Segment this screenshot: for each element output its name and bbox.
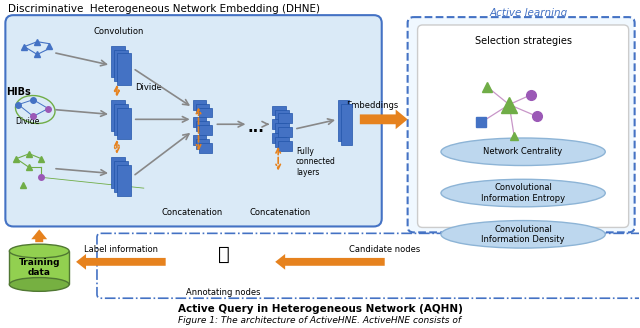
Ellipse shape [441, 179, 605, 207]
Bar [196, 139, 209, 149]
FancyBboxPatch shape [417, 25, 628, 227]
Bar [111, 100, 125, 131]
Text: Annotating nodes: Annotating nodes [186, 288, 260, 297]
Ellipse shape [10, 277, 69, 291]
Text: Divide: Divide [135, 83, 162, 92]
Bar [10, 251, 69, 284]
Text: Concatenation: Concatenation [162, 208, 223, 217]
Bar [117, 108, 131, 139]
Bar [114, 50, 128, 81]
Bar [275, 123, 289, 133]
Bar [198, 108, 212, 117]
Bar [193, 100, 207, 110]
Ellipse shape [441, 138, 605, 166]
Polygon shape [360, 110, 408, 129]
Bar [193, 117, 207, 127]
Text: 🧒: 🧒 [218, 245, 229, 264]
Bar [341, 104, 352, 145]
Bar [117, 165, 131, 196]
Text: Discriminative  Heterogeneous Network Embedding (DHNE): Discriminative Heterogeneous Network Emb… [8, 4, 321, 14]
Polygon shape [275, 254, 385, 270]
Bar [111, 46, 125, 77]
Bar [275, 110, 289, 119]
Bar [275, 137, 289, 147]
Bar [193, 135, 207, 145]
Bar [111, 157, 125, 188]
Text: Embeddings: Embeddings [346, 100, 398, 110]
Text: Convolutional
Information Entropy: Convolutional Information Entropy [481, 183, 565, 203]
Text: Candidate nodes: Candidate nodes [349, 245, 420, 254]
Text: Convolutional
Information Density: Convolutional Information Density [481, 225, 565, 244]
Text: HIBs: HIBs [6, 87, 31, 97]
Bar [278, 113, 292, 123]
Polygon shape [31, 229, 47, 242]
Text: Active learning: Active learning [490, 8, 568, 18]
Text: Selection strategies: Selection strategies [475, 36, 572, 46]
Bar [198, 143, 212, 153]
Bar [196, 104, 209, 113]
FancyBboxPatch shape [408, 17, 635, 232]
Bar [272, 119, 286, 129]
Text: Label information: Label information [84, 245, 158, 254]
Text: Divide: Divide [15, 117, 40, 126]
FancyBboxPatch shape [5, 15, 381, 226]
Text: ...: ... [248, 120, 265, 135]
Bar [278, 141, 292, 151]
Bar [272, 106, 286, 115]
Bar [278, 127, 292, 137]
Text: Figure 1: The architecture of ActiveHNE. ActiveHNE consists of: Figure 1: The architecture of ActiveHNE.… [179, 316, 461, 325]
Text: Fully
connected
layers: Fully connected layers [296, 147, 336, 177]
Text: Network Centrality: Network Centrality [483, 147, 563, 156]
Bar [117, 53, 131, 85]
Ellipse shape [441, 220, 605, 248]
Text: Active Query in Heterogeneous Network (AQHN): Active Query in Heterogeneous Network (A… [177, 304, 463, 314]
Text: Training
data: Training data [19, 258, 60, 277]
Bar [198, 125, 212, 135]
Bar [114, 161, 128, 192]
Bar [338, 100, 349, 141]
Bar [114, 104, 128, 135]
Ellipse shape [10, 244, 69, 258]
Bar [196, 121, 209, 131]
Text: Convolution: Convolution [93, 27, 144, 36]
Polygon shape [76, 254, 166, 270]
Text: Concatenation: Concatenation [250, 208, 311, 217]
Bar [272, 133, 286, 143]
